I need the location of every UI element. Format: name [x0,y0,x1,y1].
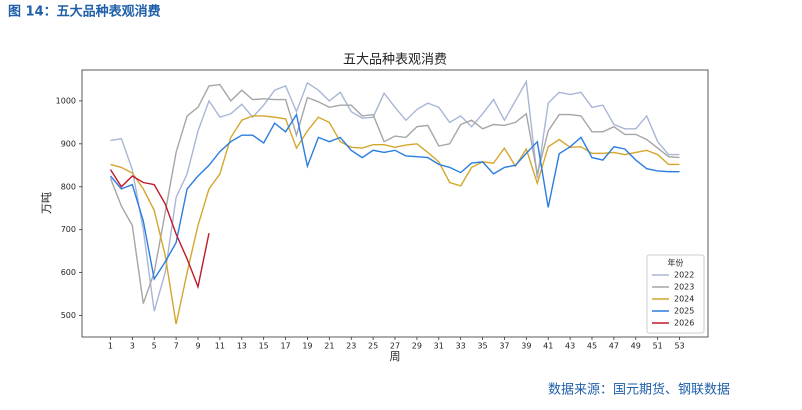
legend-label: 2025 [674,307,694,316]
source: 数据来源：国元期货、钢联数据 [548,382,730,398]
x-tick-label: 13 [237,342,247,351]
x-tick-label: 23 [346,342,356,351]
x-tick-label: 53 [674,342,684,351]
series-line [110,115,680,325]
legend-label: 2022 [674,271,694,280]
chart-title: 五大品种表观消费 [343,53,447,68]
y-tick-label: 500 [61,311,76,320]
x-tick-label: 5 [152,342,157,351]
series-line [109,112,680,281]
x-tick-label: 27 [390,342,400,351]
x-tick-label: 51 [653,342,663,351]
x-tick-label: 37 [499,342,509,351]
x-tick-label: 7 [174,342,179,351]
y-tick-label: 600 [61,268,76,277]
series-line [110,79,680,312]
x-tick-label: 21 [324,342,334,351]
x-tick-label: 19 [302,342,312,351]
x-tick-label: 47 [609,342,619,351]
legend-label: 2024 [674,295,694,304]
x-tick-label: 1 [108,342,113,351]
x-tick-label: 3 [130,342,135,351]
x-tick-label: 41 [543,342,553,351]
x-tick-label: 15 [259,342,269,351]
figure-title: 图 14：五大品种表观消费 [8,4,161,20]
legend-label: 2023 [674,283,694,292]
x-tick-label: 33 [456,342,466,351]
legend-title: 年份 [668,258,684,268]
series-line [109,83,680,304]
x-tick-label: 29 [412,342,422,351]
x-tick-label: 31 [434,342,444,351]
x-tick-label: 9 [195,342,200,351]
y-tick-label: 900 [61,139,76,148]
x-tick-label: 35 [477,342,487,351]
x-tick-label: 43 [565,342,575,351]
x-tick-label: 25 [368,342,378,351]
legend-label: 2026 [674,319,694,328]
series-line [109,169,210,290]
x-tick-label: 45 [587,342,597,351]
x-tick-label: 11 [215,342,225,351]
y-tick-label: 800 [61,182,76,191]
y-axis-label: 万吨 [40,192,53,214]
y-tick-label: 1000 [56,96,76,105]
y-tick-label: 700 [61,225,76,234]
x-tick-label: 17 [280,342,290,351]
x-axis-label: 周 [390,350,401,363]
x-tick-label: 49 [631,342,641,351]
x-tick-label: 39 [521,342,531,351]
